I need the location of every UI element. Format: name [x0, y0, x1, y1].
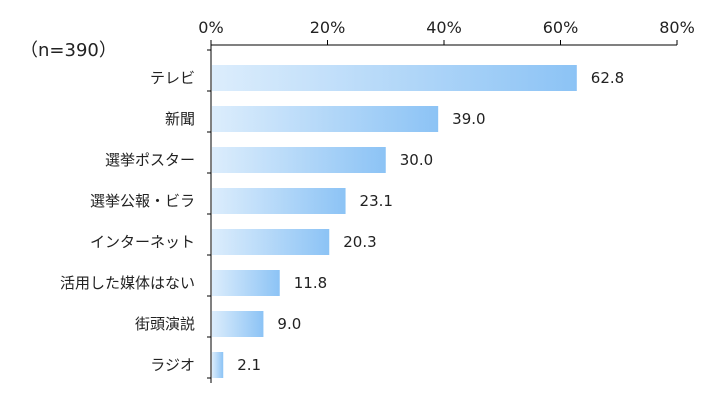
bar — [212, 188, 346, 214]
bar — [212, 270, 280, 296]
category-label: インターネット — [90, 233, 195, 251]
axis-layer: 0% 20% 40% 60% 80% — [198, 18, 695, 383]
category-label: 選挙ポスター — [105, 151, 195, 169]
data-label: 9.0 — [277, 315, 301, 333]
data-label: 23.1 — [360, 192, 393, 210]
data-label: 11.8 — [294, 274, 327, 292]
category-label: ラジオ — [150, 356, 195, 374]
category-label: テレビ — [150, 69, 195, 87]
data-label: 62.8 — [591, 69, 624, 87]
data-label: 20.3 — [343, 233, 376, 251]
data-label: 30.0 — [400, 151, 433, 169]
x-tick-label: 40% — [426, 18, 462, 37]
category-label: 活用した媒体はない — [60, 274, 195, 292]
category-label: 選挙公報・ビラ — [90, 192, 195, 210]
bar — [212, 352, 224, 378]
x-tick-label: 80% — [659, 18, 695, 37]
x-tick-label: 20% — [310, 18, 346, 37]
bar — [212, 106, 439, 132]
category-label: 街頭演説 — [135, 315, 195, 333]
bar-layer: テレビ 62.8 新聞 39.0 選挙ポスター 30.0 選挙公報・ビラ 23.1 インターネッ… — [60, 65, 624, 378]
category-label: 新聞 — [165, 110, 195, 128]
data-label: 2.1 — [237, 356, 261, 374]
bar — [212, 229, 330, 255]
bar — [212, 65, 577, 91]
x-tick-label: 60% — [543, 18, 579, 37]
bar — [212, 311, 264, 337]
x-tick-label: 0% — [198, 18, 223, 37]
data-label: 39.0 — [452, 110, 485, 128]
sample-size-note: （n=390） — [20, 40, 117, 61]
bar — [212, 147, 386, 173]
